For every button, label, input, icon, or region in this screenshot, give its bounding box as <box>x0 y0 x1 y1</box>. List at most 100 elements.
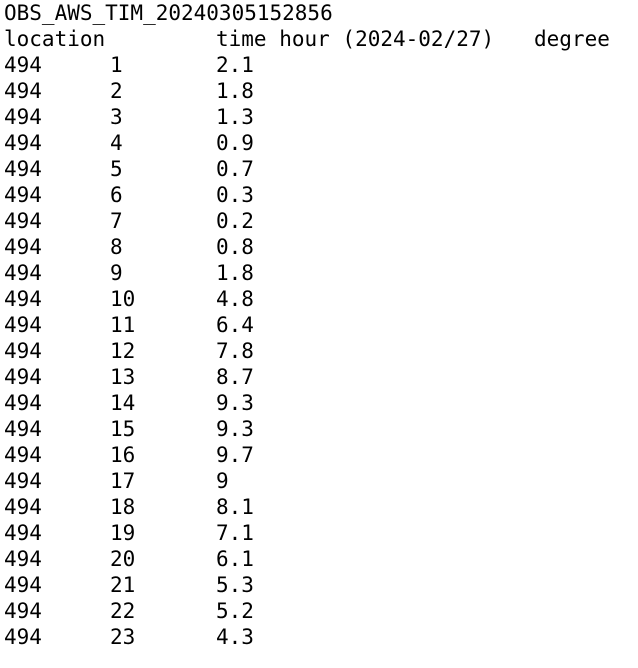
table-row: 494 21 5.3 <box>4 572 634 598</box>
row-location: 494 <box>4 209 42 233</box>
row-hour: 6 <box>110 183 123 207</box>
row-degree: 8.7 <box>216 365 254 389</box>
row-degree: 2.1 <box>216 53 254 77</box>
row-degree: 0.2 <box>216 209 254 233</box>
table-row: 494 9 1.8 <box>4 260 634 286</box>
row-degree: 7.8 <box>216 339 254 363</box>
row-location: 494 <box>4 131 42 155</box>
header-time: time hour (2024-02/27) <box>216 27 495 51</box>
row-location: 494 <box>4 573 42 597</box>
table-row: 494 6 0.3 <box>4 182 634 208</box>
table-row: 494 3 1.3 <box>4 104 634 130</box>
row-hour: 22 <box>110 599 136 623</box>
row-location: 494 <box>4 521 42 545</box>
row-degree: 9.7 <box>216 443 254 467</box>
table-row: 494 18 8.1 <box>4 494 634 520</box>
row-degree: 1.8 <box>216 261 254 285</box>
header-row: location time hour (2024-02/27) degree <box>4 26 634 52</box>
table-row: 494 15 9.3 <box>4 416 634 442</box>
row-location: 494 <box>4 157 42 181</box>
table-row: 494 1 2.1 <box>4 52 634 78</box>
table-row: 494 22 5.2 <box>4 598 634 624</box>
row-degree: 7.1 <box>216 521 254 545</box>
table-row: 494 4 0.9 <box>4 130 634 156</box>
row-hour: 16 <box>110 443 136 467</box>
row-location: 494 <box>4 313 42 337</box>
row-hour: 17 <box>110 469 136 493</box>
row-hour: 10 <box>110 287 136 311</box>
row-degree: 5.2 <box>216 599 254 623</box>
row-location: 494 <box>4 339 42 363</box>
row-hour: 2 <box>110 79 123 103</box>
row-degree: 4.8 <box>216 287 254 311</box>
table-row: 494 17 9 <box>4 468 634 494</box>
row-hour: 9 <box>110 261 123 285</box>
row-degree: 1.3 <box>216 105 254 129</box>
row-hour: 3 <box>110 105 123 129</box>
row-location: 494 <box>4 547 42 571</box>
table-row: 494 23 4.3 <box>4 624 634 650</box>
header-location: location <box>4 27 106 51</box>
header-degree: degree <box>534 27 610 51</box>
row-degree: 9.3 <box>216 391 254 415</box>
row-degree: 4.3 <box>216 625 254 649</box>
row-hour: 19 <box>110 521 136 545</box>
row-hour: 7 <box>110 209 123 233</box>
table-row: 494 13 8.7 <box>4 364 634 390</box>
row-hour: 21 <box>110 573 136 597</box>
table-row: 494 19 7.1 <box>4 520 634 546</box>
row-hour: 15 <box>110 417 136 441</box>
row-location: 494 <box>4 79 42 103</box>
row-hour: 23 <box>110 625 136 649</box>
row-degree: 9.3 <box>216 417 254 441</box>
row-degree: 9 <box>216 469 229 493</box>
row-location: 494 <box>4 183 42 207</box>
row-degree: 0.8 <box>216 235 254 259</box>
row-location: 494 <box>4 417 42 441</box>
table-row: 494 5 0.7 <box>4 156 634 182</box>
row-hour: 12 <box>110 339 136 363</box>
table-row: 494 20 6.1 <box>4 546 634 572</box>
row-degree: 8.1 <box>216 495 254 519</box>
text-document: OBS_AWS_TIM_20240305152856 location time… <box>4 0 634 650</box>
row-degree: 1.8 <box>216 79 254 103</box>
table-row: 494 8 0.8 <box>4 234 634 260</box>
file-title: OBS_AWS_TIM_20240305152856 <box>4 0 634 26</box>
row-location: 494 <box>4 53 42 77</box>
row-location: 494 <box>4 599 42 623</box>
row-location: 494 <box>4 365 42 389</box>
table-row: 494 14 9.3 <box>4 390 634 416</box>
row-hour: 4 <box>110 131 123 155</box>
row-degree: 0.7 <box>216 157 254 181</box>
row-hour: 8 <box>110 235 123 259</box>
table-row: 494 16 9.7 <box>4 442 634 468</box>
table-row: 494 2 1.8 <box>4 78 634 104</box>
row-location: 494 <box>4 469 42 493</box>
row-location: 494 <box>4 495 42 519</box>
table-row: 494 11 6.4 <box>4 312 634 338</box>
row-degree: 0.3 <box>216 183 254 207</box>
table-row: 494 12 7.8 <box>4 338 634 364</box>
row-location: 494 <box>4 443 42 467</box>
file-title-text: OBS_AWS_TIM_20240305152856 <box>4 1 333 25</box>
row-degree: 6.4 <box>216 313 254 337</box>
row-location: 494 <box>4 235 42 259</box>
row-hour: 14 <box>110 391 136 415</box>
row-location: 494 <box>4 105 42 129</box>
row-location: 494 <box>4 261 42 285</box>
row-hour: 13 <box>110 365 136 389</box>
row-hour: 1 <box>110 53 123 77</box>
row-degree: 0.9 <box>216 131 254 155</box>
row-location: 494 <box>4 391 42 415</box>
row-location: 494 <box>4 625 42 649</box>
row-degree: 6.1 <box>216 547 254 571</box>
row-hour: 20 <box>110 547 136 571</box>
table-row: 494 7 0.2 <box>4 208 634 234</box>
row-hour: 18 <box>110 495 136 519</box>
row-hour: 11 <box>110 313 136 337</box>
row-location: 494 <box>4 287 42 311</box>
row-hour: 5 <box>110 157 123 181</box>
row-degree: 5.3 <box>216 573 254 597</box>
data-rows: 494 1 2.1 494 2 1.8 494 3 1.3 494 4 0.9 494 5 0.7 494 6 0… <box>4 52 634 650</box>
table-row: 494 10 4.8 <box>4 286 634 312</box>
